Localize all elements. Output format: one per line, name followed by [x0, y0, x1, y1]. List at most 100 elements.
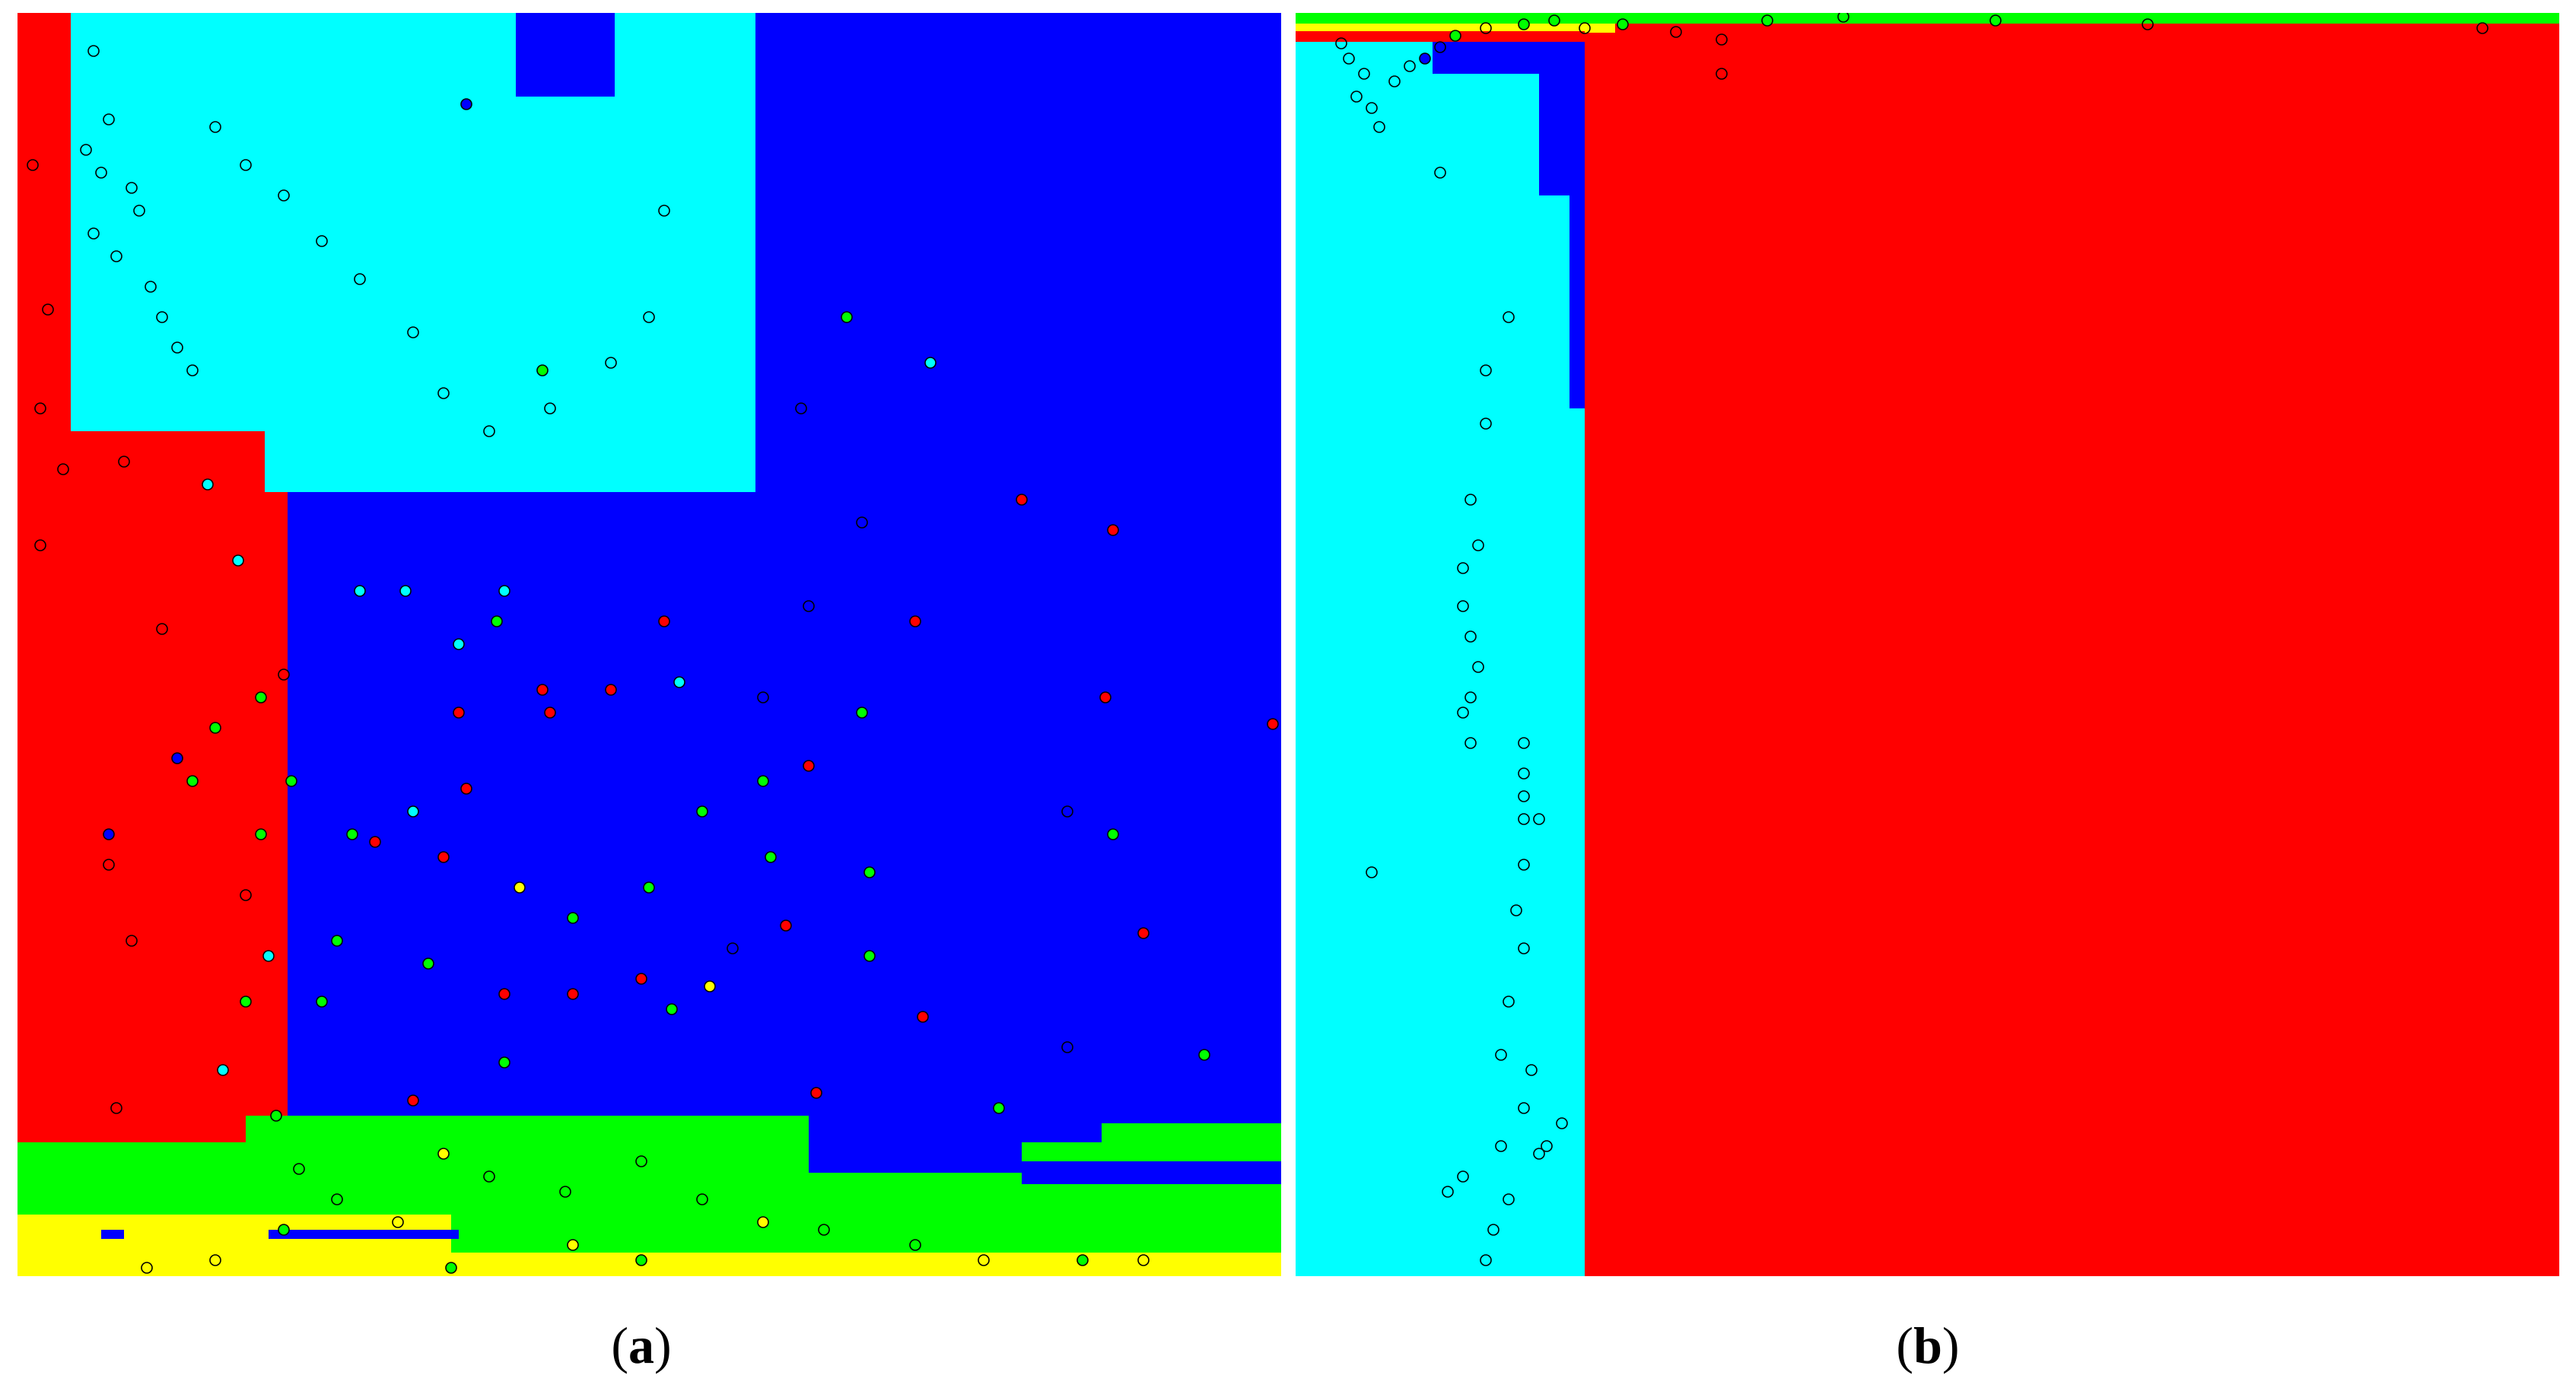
sample-point-a-54 [1061, 805, 1073, 818]
sample-point-b-2 [1358, 68, 1370, 80]
sample-point-b-42 [1518, 942, 1530, 954]
sample-point-a-93 [118, 456, 130, 468]
sample-point-b-10 [1449, 30, 1461, 42]
sample-point-a-115 [818, 1224, 830, 1236]
sample-point-a-41 [399, 585, 412, 597]
sample-point-a-105 [270, 1110, 282, 1122]
sample-point-b-30 [1457, 562, 1469, 574]
sample-point-a-18 [437, 387, 450, 399]
sample-point-a-125 [567, 1239, 579, 1251]
sample-point-a-92 [202, 478, 214, 491]
sample-point-b-43 [1503, 996, 1515, 1008]
sample-point-a-72 [316, 996, 328, 1008]
sample-point-b-11 [1480, 22, 1492, 34]
sample-point-a-107 [407, 1094, 419, 1107]
sample-point-a-44 [544, 707, 556, 719]
sample-point-a-28 [1016, 494, 1028, 506]
sample-point-b-3 [1350, 91, 1363, 103]
sample-point-a-23 [658, 205, 670, 217]
sample-point-a-35 [536, 684, 549, 696]
sample-point-b-6 [1388, 75, 1401, 87]
sample-point-b-56 [1518, 790, 1530, 802]
sample-point-b-40 [1518, 859, 1530, 871]
sample-point-a-17 [407, 326, 419, 338]
sample-point-b-53 [1442, 1186, 1454, 1198]
sample-point-a-69 [498, 988, 510, 1000]
sample-point-a-47 [803, 760, 815, 772]
sample-point-a-42 [354, 585, 366, 597]
sample-point-b-8 [1419, 52, 1431, 65]
sample-point-b-7 [1404, 60, 1416, 72]
sample-point-a-67 [635, 973, 647, 985]
sample-point-b-32 [1465, 630, 1477, 643]
sample-point-a-104 [110, 1102, 122, 1114]
sample-point-a-103 [217, 1064, 229, 1076]
sample-point-b-51 [1480, 1254, 1492, 1266]
sample-point-b-50 [1487, 1224, 1499, 1236]
decision-map-a-svg [17, 13, 1281, 1276]
region-red-edge [17, 13, 71, 1276]
sample-point-a-19 [483, 425, 495, 437]
sample-point-b-14 [1579, 22, 1591, 34]
sample-point-a-84 [285, 775, 297, 787]
sample-point-a-50 [765, 851, 777, 863]
sample-point-a-26 [841, 311, 853, 323]
sample-point-b-26 [1480, 364, 1492, 376]
sample-point-a-31 [856, 516, 868, 529]
sample-point-b-36 [1465, 737, 1477, 749]
sample-point-b-35 [1457, 707, 1469, 719]
sample-point-a-6 [87, 227, 100, 240]
sample-point-b-4 [1366, 102, 1378, 114]
sample-point-a-65 [704, 980, 716, 992]
sample-point-a-78 [514, 881, 526, 894]
sample-point-a-88 [209, 722, 221, 734]
sample-point-a-37 [673, 676, 685, 688]
sample-point-a-82 [407, 805, 419, 818]
sample-point-b-22 [2142, 18, 2154, 30]
sample-point-a-112 [635, 1155, 647, 1167]
sample-point-a-39 [491, 615, 503, 627]
sample-point-a-116 [909, 1239, 921, 1251]
sample-point-a-43 [453, 707, 465, 719]
sample-point-a-24 [460, 98, 472, 110]
sample-point-a-68 [567, 988, 579, 1000]
sample-point-a-12 [209, 121, 221, 133]
sample-point-b-49 [1503, 1193, 1515, 1205]
sample-point-a-59 [1137, 927, 1150, 939]
sample-point-a-11 [186, 364, 199, 376]
sample-point-a-40 [453, 638, 465, 650]
sample-point-a-34 [658, 615, 670, 627]
region-cyan-step [265, 431, 755, 492]
sample-point-b-46 [1518, 1102, 1530, 1114]
sample-point-a-121 [392, 1216, 404, 1228]
sample-point-b-0 [1335, 37, 1347, 49]
sample-point-b-55 [1518, 813, 1530, 825]
sample-point-a-108 [498, 1056, 510, 1069]
sample-point-b-23 [2476, 22, 2489, 34]
sample-point-b-33 [1472, 661, 1484, 673]
sample-point-a-113 [696, 1193, 708, 1205]
sample-point-a-15 [316, 235, 328, 247]
region-green-right-strip [1102, 1123, 1281, 1142]
sample-point-a-1 [103, 113, 115, 125]
sample-point-a-99 [156, 623, 168, 635]
sample-point-a-30 [795, 402, 807, 414]
sample-point-a-122 [278, 1224, 290, 1236]
sample-point-a-87 [103, 828, 115, 840]
sample-point-b-54 [1366, 866, 1378, 878]
region-red-top-strip [1296, 31, 1585, 42]
sample-point-a-95 [34, 402, 46, 414]
region-blue-bottom-strip [1022, 1161, 1281, 1184]
region-green-top-strip [1296, 13, 2559, 24]
region-cyan-left [1296, 28, 1585, 1276]
sample-point-a-86 [171, 752, 183, 764]
sample-point-a-97 [27, 159, 39, 171]
region-cyan-tab [615, 13, 755, 104]
sample-point-a-9 [156, 311, 168, 323]
sample-point-b-25 [1503, 311, 1515, 323]
region-blue-column-2 [1539, 28, 1569, 195]
region-yellow-bottom [451, 1253, 1281, 1276]
sample-point-a-89 [255, 691, 267, 703]
sample-point-a-64 [993, 1102, 1005, 1114]
sample-point-a-46 [856, 707, 868, 719]
